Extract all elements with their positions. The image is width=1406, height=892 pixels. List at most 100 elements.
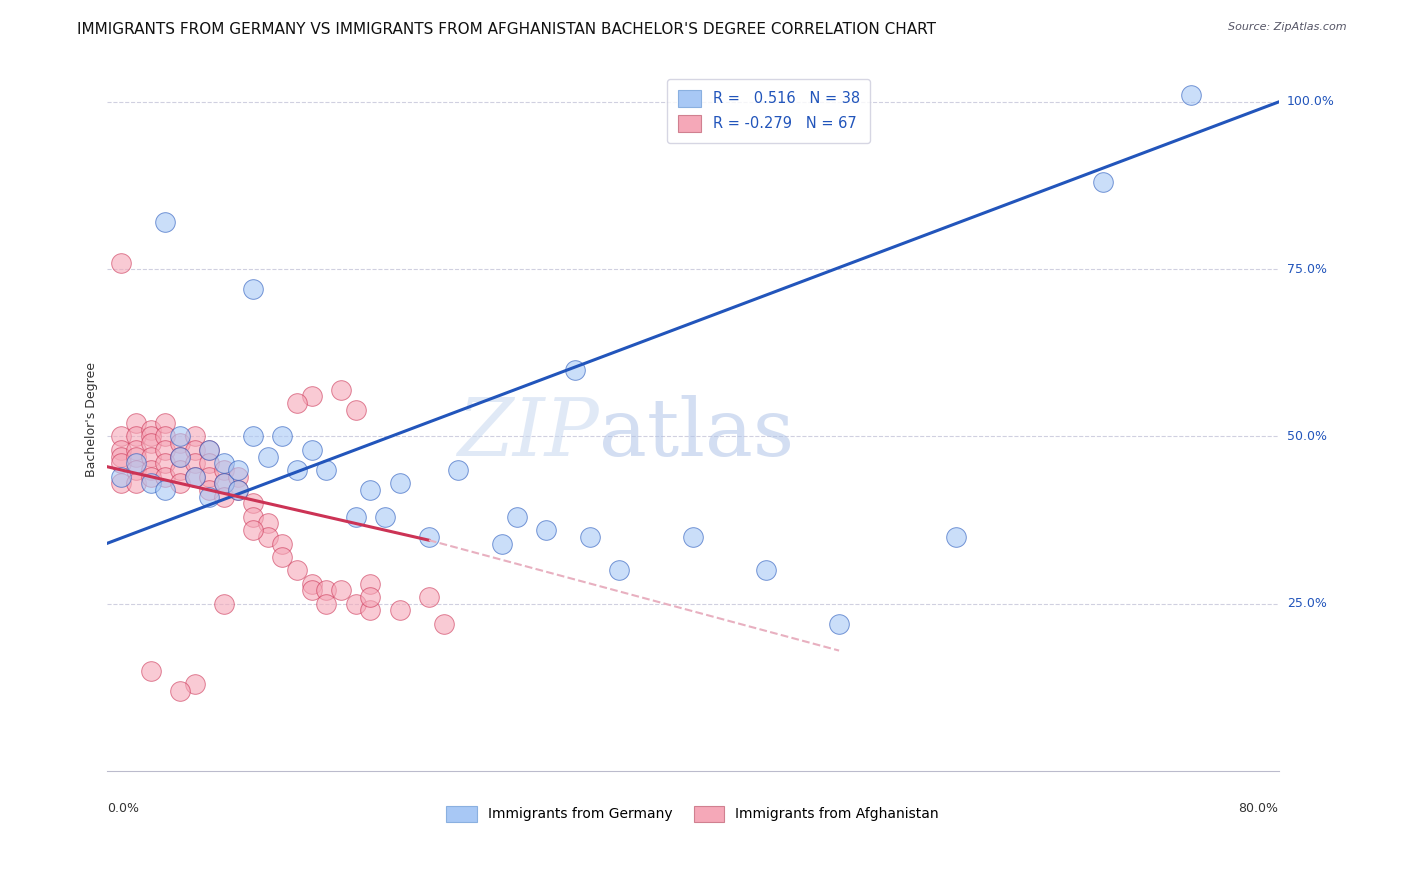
- Point: [139, 664, 162, 678]
- Point: [344, 509, 367, 524]
- Point: [285, 563, 308, 577]
- Point: [110, 469, 132, 483]
- Text: 0.0%: 0.0%: [107, 802, 139, 814]
- Point: [418, 530, 440, 544]
- Point: [344, 402, 367, 417]
- Text: IMMIGRANTS FROM GERMANY VS IMMIGRANTS FROM AFGHANISTAN BACHELOR'S DEGREE CORRELA: IMMIGRANTS FROM GERMANY VS IMMIGRANTS FR…: [77, 22, 936, 37]
- Point: [359, 483, 381, 497]
- Point: [139, 476, 162, 491]
- Point: [301, 442, 323, 457]
- Text: 25.0%: 25.0%: [1286, 598, 1327, 610]
- Point: [506, 509, 529, 524]
- Point: [228, 483, 250, 497]
- Point: [125, 476, 148, 491]
- Point: [256, 530, 278, 544]
- Point: [110, 255, 132, 269]
- Point: [242, 429, 264, 443]
- Text: ZIP: ZIP: [457, 395, 599, 473]
- Text: Source: ZipAtlas.com: Source: ZipAtlas.com: [1229, 22, 1347, 32]
- Point: [169, 429, 191, 443]
- Point: [271, 536, 294, 550]
- Point: [155, 215, 177, 229]
- Point: [432, 616, 454, 631]
- Point: [228, 463, 250, 477]
- Point: [125, 416, 148, 430]
- Text: 50.0%: 50.0%: [1286, 430, 1327, 443]
- Point: [534, 523, 557, 537]
- Point: [198, 469, 221, 483]
- Point: [139, 469, 162, 483]
- Point: [110, 450, 132, 464]
- Point: [271, 549, 294, 564]
- Point: [169, 450, 191, 464]
- Point: [330, 383, 353, 397]
- Point: [228, 483, 250, 497]
- Point: [579, 530, 602, 544]
- Point: [285, 396, 308, 410]
- Point: [125, 450, 148, 464]
- Point: [198, 490, 221, 504]
- Point: [212, 597, 235, 611]
- Point: [344, 597, 367, 611]
- Text: 75.0%: 75.0%: [1286, 263, 1327, 276]
- Point: [388, 476, 411, 491]
- Point: [228, 469, 250, 483]
- Point: [564, 362, 586, 376]
- Point: [139, 463, 162, 477]
- Point: [388, 603, 411, 617]
- Point: [945, 530, 967, 544]
- Point: [285, 463, 308, 477]
- Point: [315, 463, 337, 477]
- Point: [125, 463, 148, 477]
- Point: [755, 563, 778, 577]
- Point: [301, 583, 323, 598]
- Point: [110, 476, 132, 491]
- Point: [242, 509, 264, 524]
- Point: [155, 483, 177, 497]
- Point: [682, 530, 704, 544]
- Point: [609, 563, 631, 577]
- Point: [155, 442, 177, 457]
- Point: [169, 436, 191, 450]
- Point: [139, 436, 162, 450]
- Point: [212, 456, 235, 470]
- Point: [125, 429, 148, 443]
- Point: [125, 442, 148, 457]
- Point: [212, 463, 235, 477]
- Point: [359, 603, 381, 617]
- Text: atlas: atlas: [599, 395, 794, 473]
- Legend: R =   0.516   N = 38, R = -0.279   N = 67: R = 0.516 N = 38, R = -0.279 N = 67: [668, 79, 870, 143]
- Point: [198, 483, 221, 497]
- Point: [212, 476, 235, 491]
- Point: [301, 576, 323, 591]
- Point: [183, 469, 205, 483]
- Y-axis label: Bachelor's Degree: Bachelor's Degree: [86, 362, 98, 477]
- Point: [1091, 175, 1114, 189]
- Point: [271, 429, 294, 443]
- Point: [212, 490, 235, 504]
- Point: [155, 456, 177, 470]
- Text: 80.0%: 80.0%: [1239, 802, 1278, 814]
- Point: [315, 597, 337, 611]
- Point: [169, 450, 191, 464]
- Point: [183, 469, 205, 483]
- Point: [301, 389, 323, 403]
- Point: [418, 590, 440, 604]
- Point: [155, 416, 177, 430]
- Point: [169, 683, 191, 698]
- Point: [183, 456, 205, 470]
- Point: [374, 509, 396, 524]
- Point: [169, 476, 191, 491]
- Point: [155, 429, 177, 443]
- Point: [155, 469, 177, 483]
- Point: [198, 442, 221, 457]
- Point: [183, 677, 205, 691]
- Point: [359, 590, 381, 604]
- Point: [183, 429, 205, 443]
- Point: [242, 282, 264, 296]
- Point: [198, 456, 221, 470]
- Point: [110, 456, 132, 470]
- Point: [447, 463, 470, 477]
- Point: [125, 456, 148, 470]
- Point: [169, 463, 191, 477]
